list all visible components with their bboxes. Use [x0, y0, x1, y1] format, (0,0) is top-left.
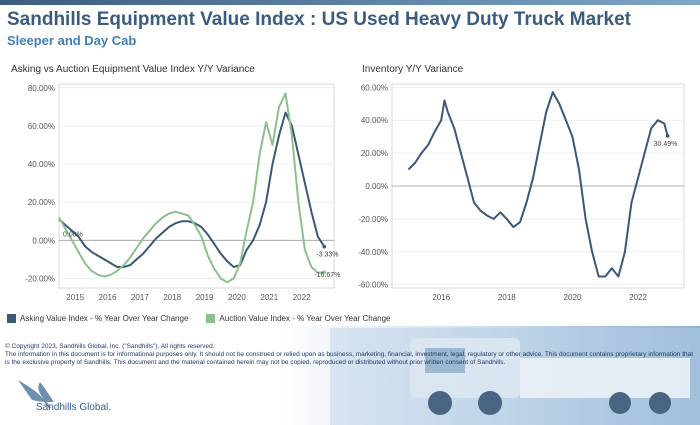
legend-label-auction: Auction Value Index - % Year Over Year C…: [219, 314, 391, 323]
series-end-point: [322, 270, 327, 274]
y-tick-label: 80.00%: [28, 84, 55, 93]
data-label: 30.49%: [654, 141, 678, 148]
y-tick-label: 40.00%: [28, 160, 55, 169]
y-tick-label: 0.00%: [32, 236, 55, 245]
y-tick-label: -40.00%: [358, 248, 388, 257]
legend-label-asking: Asking Value Index - % Year Over Year Ch…: [20, 314, 189, 323]
legend-item-auction: Auction Value Index - % Year Over Year C…: [206, 314, 390, 323]
data-label: 0.00%: [63, 231, 83, 238]
logo-text: Sandhills Global.: [36, 402, 112, 413]
y-tick-label: -60.00%: [358, 281, 388, 290]
sandhills-crane-logo-icon: [18, 380, 54, 409]
page-subtitle: Sleeper and Day Cab: [7, 33, 137, 48]
disclaimer-text: The information in this document is for …: [5, 351, 694, 366]
y-tick-label: 40.00%: [361, 116, 388, 125]
series-line: [58, 92, 325, 284]
inventory-chart: 60.00% 40.00% 20.00% 0.00% -20.00% -40.00% -60…: [358, 83, 685, 302]
x-tick-label: 2020: [564, 293, 582, 302]
series-line: [407, 91, 669, 278]
x-tick-label: 2016: [432, 293, 450, 302]
top-accent-bar: [0, 0, 700, 5]
copyright-text: © Copyright 2023, Sandhills Global, Inc.…: [5, 343, 215, 350]
series-end-point: [665, 134, 670, 138]
y-tick-label: 20.00%: [28, 198, 55, 207]
x-tick-label: 2018: [163, 293, 181, 302]
y-tick-label: 60.00%: [28, 122, 55, 131]
left-chart-title: Asking vs Auction Equipment Value Index …: [11, 64, 255, 75]
legend-swatch-asking: [7, 314, 16, 323]
page-title: Sandhills Equipment Value Index : US Use…: [7, 9, 632, 30]
series-end-point: [322, 244, 327, 249]
chart-legend: Asking Value Index - % Year Over Year Ch…: [7, 314, 390, 323]
x-tick-label: 2017: [131, 293, 149, 302]
x-tick-label: 2016: [99, 293, 117, 302]
x-tick-label: 2020: [228, 293, 246, 302]
x-tick-label: 2019: [196, 293, 214, 302]
y-tick-label: 20.00%: [361, 149, 388, 158]
y-tick-label: -20.00%: [358, 215, 388, 224]
y-tick-label: -20.00%: [25, 274, 55, 283]
legend-swatch-auction: [206, 314, 216, 323]
y-tick-label: 60.00%: [361, 83, 388, 92]
legend-item-asking: Asking Value Index - % Year Over Year Ch…: [7, 314, 188, 323]
x-tick-label: 2022: [293, 293, 311, 302]
x-tick-label: 2015: [66, 293, 84, 302]
x-tick-label: 2018: [498, 293, 516, 302]
x-tick-label: 2022: [629, 293, 647, 302]
data-label: -16.67%: [314, 272, 340, 279]
truck-image: [330, 328, 700, 425]
y-tick-label: 0.00%: [365, 182, 388, 191]
data-label: -3.33%: [316, 252, 338, 259]
x-tick-label: 2021: [260, 293, 278, 302]
value-index-chart: 80.00% 60.00% 40.00% 20.00% 0.00% -20.00% 2015…: [25, 83, 340, 302]
series-line: [58, 111, 326, 268]
right-chart-title: Inventory Y/Y Variance: [362, 64, 464, 75]
